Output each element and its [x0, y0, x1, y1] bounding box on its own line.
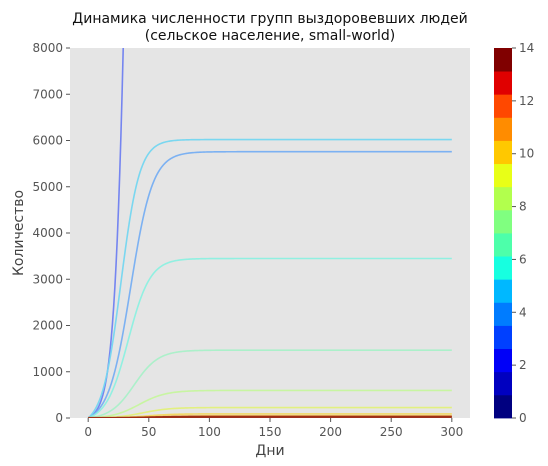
colorbar-segment [494, 209, 512, 234]
y-axis: 0 1000 2000 3000 4000 5000 6000 7000 8000 [32, 41, 70, 425]
colorbar-segment [494, 371, 512, 396]
colorbar-segment [494, 348, 512, 373]
y-tick-label: 4000 [32, 226, 63, 240]
x-tick-label: 50 [141, 425, 156, 439]
x-tick-label: 300 [440, 425, 463, 439]
colorbar-segment [494, 394, 512, 419]
colorbar-segment [494, 186, 512, 211]
x-tick-label: 200 [319, 425, 342, 439]
series-line-8 [88, 389, 452, 418]
chart-title: Динамика численности групп выздоровевших… [72, 11, 467, 27]
colorbar-segment [494, 233, 512, 257]
colorbar-segment [494, 302, 512, 326]
plot-area [70, 48, 470, 418]
series-line-4 [87, 150, 452, 418]
x-tick-label: 0 [84, 425, 92, 439]
colorbar-segment [494, 117, 512, 141]
y-tick-label: 5000 [32, 180, 63, 194]
colorbar-segment [494, 163, 512, 188]
y-tick-label: 6000 [32, 134, 63, 148]
y-tick-label: 1000 [32, 365, 63, 379]
colorbar [494, 48, 512, 419]
colorbar-segment [494, 279, 512, 303]
y-tick-label: 2000 [32, 319, 63, 333]
colorbar-segment [494, 71, 512, 95]
x-axis-label: Дни [255, 443, 284, 459]
colorbar-segment [494, 256, 512, 280]
colorbar-tick-label: 10 [519, 147, 534, 161]
series-line-9 [88, 406, 452, 418]
chart-subtitle: (сельское население, small-world) [145, 28, 395, 44]
series-layer [87, 48, 452, 418]
y-axis-label: Количество [11, 190, 27, 276]
x-axis: 0 50 100 150 200 250 300 [84, 418, 463, 439]
colorbar-tick-label: 6 [519, 252, 527, 266]
colorbar-tick-label: 2 [519, 358, 527, 372]
colorbar-segment [494, 325, 512, 350]
y-tick-label: 3000 [32, 272, 63, 286]
series-line-5 [87, 138, 452, 418]
colorbar-tick-label: 4 [519, 305, 527, 319]
colorbar-tick-label: 14 [519, 41, 534, 55]
series-line-10 [88, 413, 452, 418]
colorbar-axis: 0 2 4 6 8 10 12 14 [512, 41, 534, 425]
y-tick-label: 0 [55, 411, 63, 425]
x-tick-label: 100 [198, 425, 221, 439]
colorbar-tick-label: 12 [519, 94, 534, 108]
x-tick-label: 150 [259, 425, 282, 439]
colorbar-segment [494, 48, 512, 72]
colorbar-tick-label: 0 [519, 411, 527, 425]
y-tick-label: 8000 [32, 41, 63, 55]
y-tick-label: 7000 [32, 87, 63, 101]
colorbar-segment [494, 94, 512, 118]
colorbar-segment [494, 140, 512, 165]
series-line-13 [88, 415, 452, 418]
x-tick-label: 250 [380, 425, 403, 439]
colorbar-tick-label: 8 [519, 200, 527, 214]
series-line-7 [88, 349, 452, 418]
series-line-6 [87, 257, 452, 418]
